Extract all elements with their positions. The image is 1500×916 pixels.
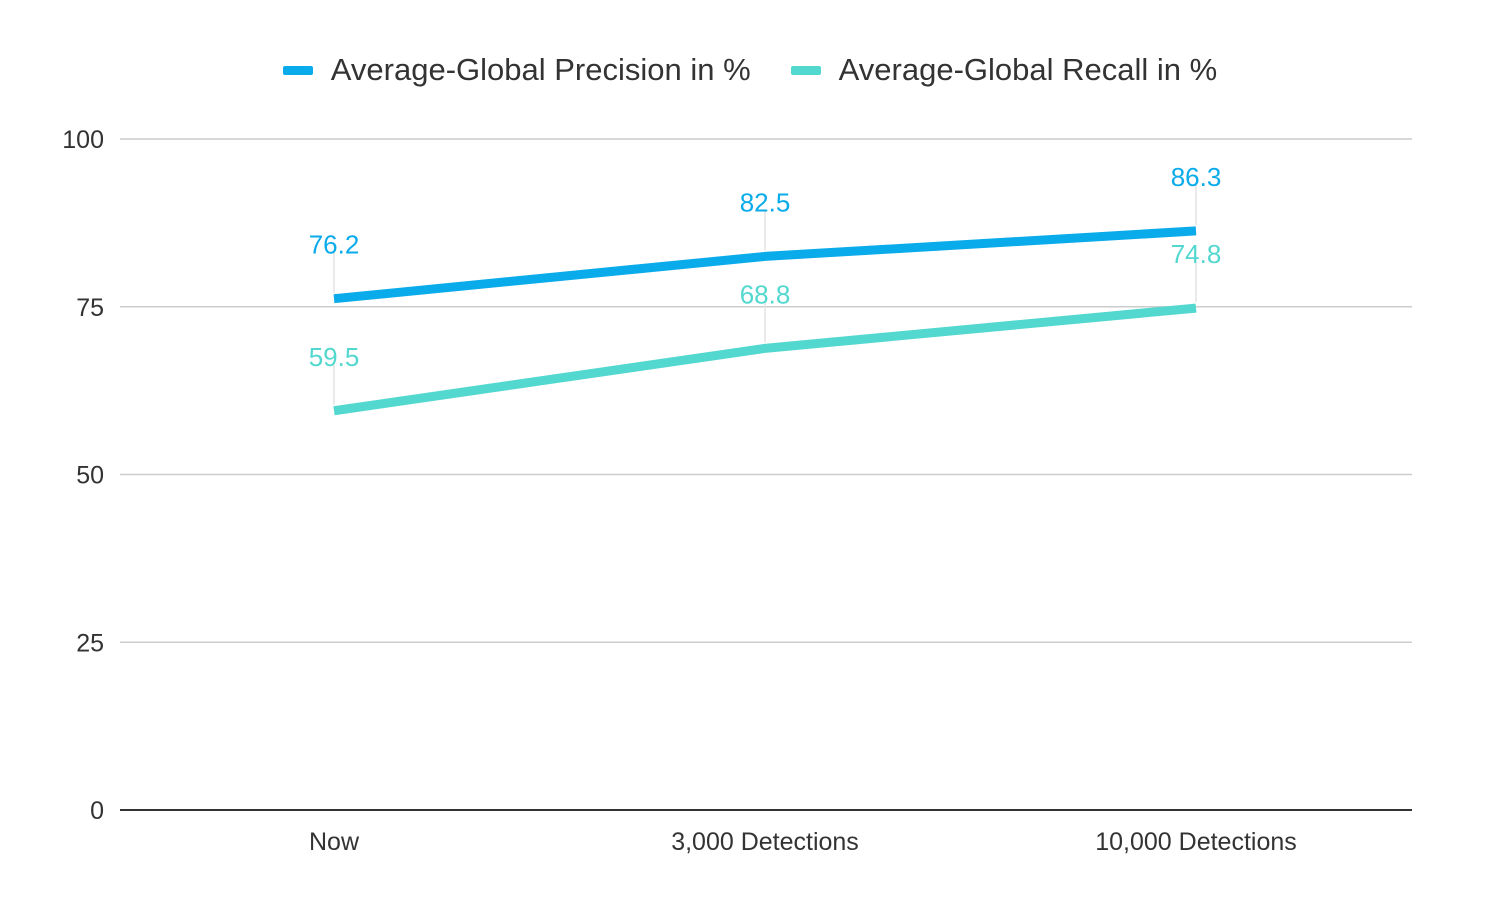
data-label: 86.3	[1171, 162, 1222, 192]
series-line-precision	[333, 226, 1197, 304]
legend-swatch-precision	[282, 65, 313, 75]
series-lines	[333, 226, 1197, 416]
legend-item-precision[interactable]: Average-Global Precision in %	[282, 52, 751, 88]
data-labels: 76.2 82.5 86.3 59.5 68.8 74.8	[309, 162, 1222, 372]
data-label: 82.5	[740, 187, 791, 217]
x-tick-label: 3,000 Detections	[671, 828, 859, 856]
data-label: 76.2	[309, 230, 360, 260]
x-tick-label: Now	[309, 828, 360, 856]
data-label-leaders	[333, 184, 1197, 405]
x-axis-ticks: Now 3,000 Detections 10,000 Detections	[309, 828, 1297, 856]
y-tick-label: 0	[90, 797, 104, 825]
x-tick-label: 10,000 Detections	[1095, 828, 1297, 856]
legend-item-recall[interactable]: Average-Global Recall in %	[790, 52, 1218, 88]
y-axis-ticks: 0 25 50 75 100	[62, 126, 104, 825]
legend-label-recall: Average-Global Recall in %	[838, 52, 1218, 87]
legend-label-precision: Average-Global Precision in %	[330, 52, 751, 87]
y-tick-label: 100	[62, 126, 104, 154]
chart-legend: Average-Global Precision in % Average-Gl…	[0, 52, 1500, 88]
gridlines	[120, 138, 1412, 811]
data-label: 68.8	[740, 279, 791, 309]
y-tick-label: 50	[76, 462, 104, 490]
data-label: 59.5	[309, 342, 360, 372]
legend-swatch-recall	[790, 65, 821, 75]
data-label: 74.8	[1171, 239, 1222, 269]
y-tick-label: 25	[76, 629, 104, 657]
y-tick-label: 75	[76, 294, 104, 322]
series-line-recall	[333, 303, 1197, 416]
